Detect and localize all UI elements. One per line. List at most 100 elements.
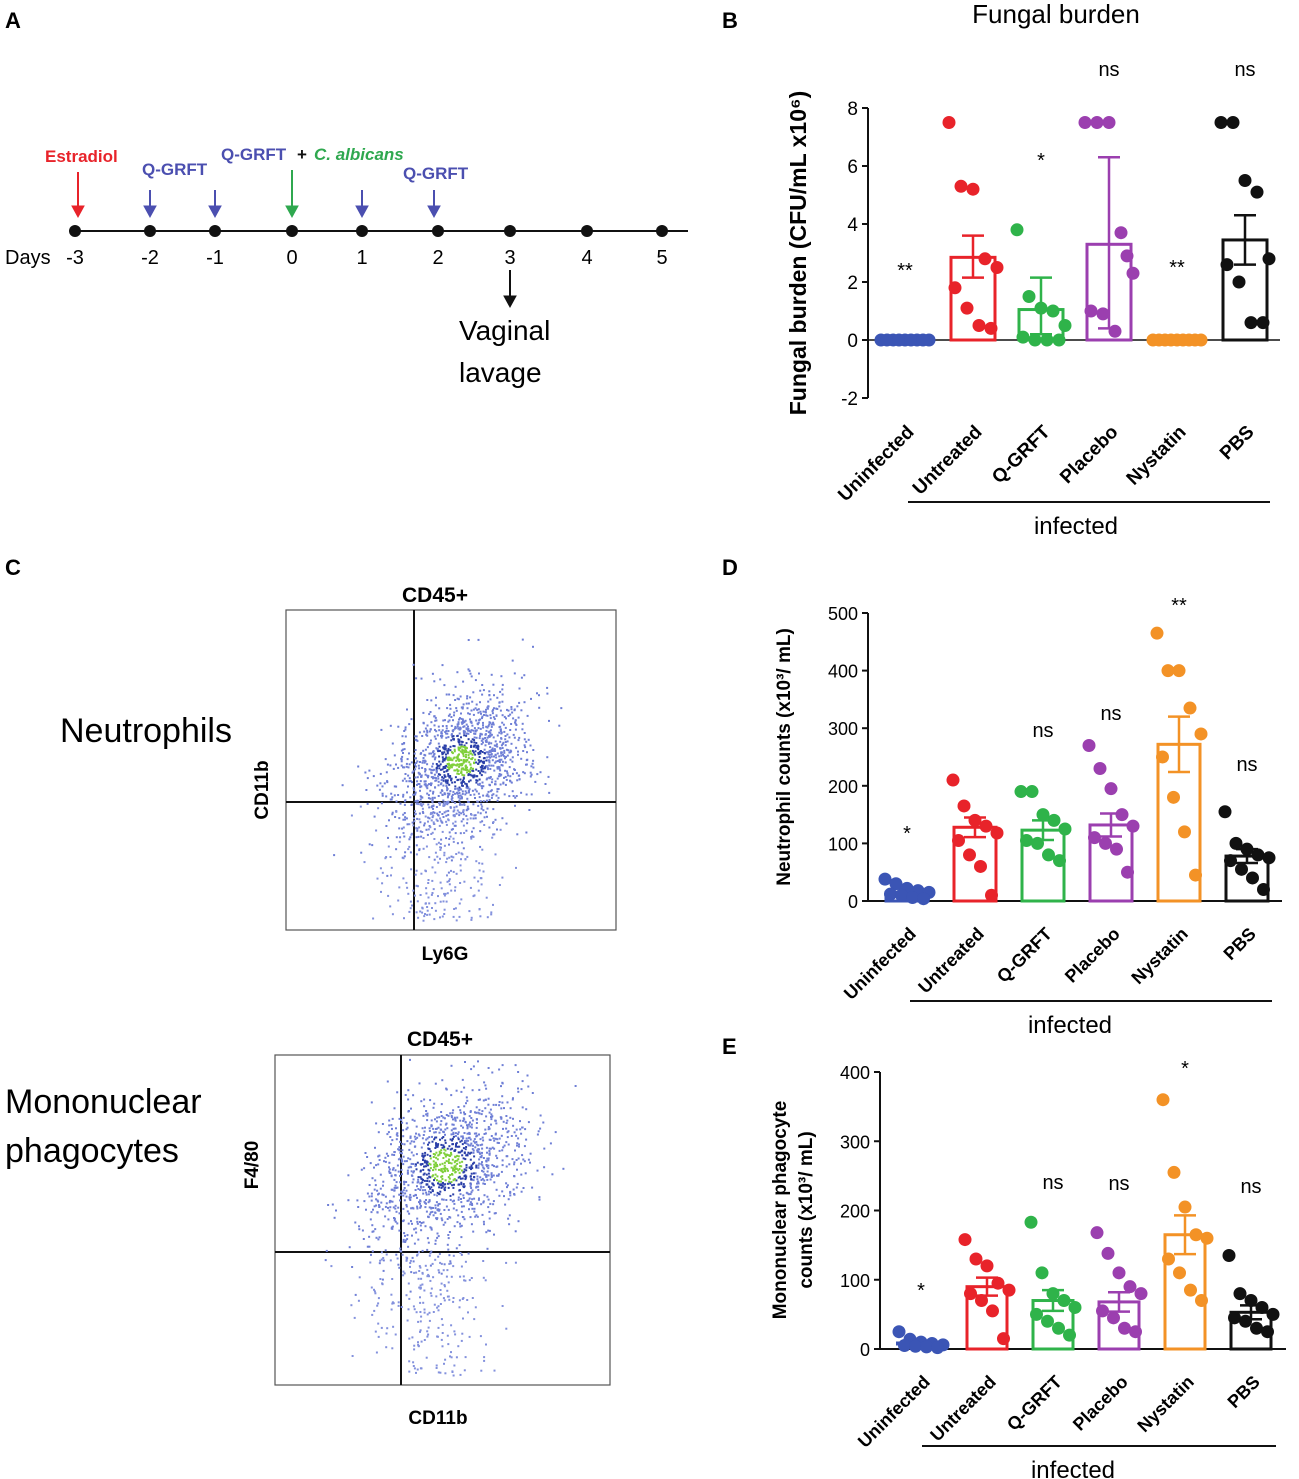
cytometry-event — [485, 1146, 488, 1149]
cytometry-event — [442, 767, 445, 770]
cytometry-event — [511, 659, 514, 662]
cytometry-event — [438, 1168, 440, 1171]
cytometry-event — [408, 1148, 411, 1151]
cytometry-event — [444, 1221, 447, 1224]
cytometry-event — [412, 793, 415, 796]
cytometry-event — [441, 1175, 444, 1178]
cytometry-event — [480, 883, 483, 886]
cytometry-event — [445, 730, 448, 732]
cytometry-event — [450, 795, 453, 798]
cytometry-event — [443, 854, 446, 857]
cytometry-event — [441, 1171, 444, 1174]
cytometry-event — [487, 725, 490, 728]
cytometry-event — [430, 776, 433, 779]
cytometry-event — [459, 802, 462, 805]
cytometry-event — [554, 1131, 557, 1134]
cytometry-event — [448, 1154, 451, 1157]
cytometry-event — [445, 732, 448, 735]
cytometry-event — [391, 1127, 393, 1130]
cytometry-event — [452, 1167, 455, 1170]
neutrophils-plot-title: CD45+ — [402, 584, 468, 607]
cytometry-event — [448, 713, 451, 716]
cytometry-event — [479, 1335, 482, 1338]
cytometry-event — [414, 1227, 417, 1230]
cytometry-event — [461, 745, 464, 748]
cytometry-event — [482, 870, 485, 873]
cytometry-event — [409, 1058, 411, 1061]
cytometry-event — [446, 1334, 449, 1337]
cytometry-event — [437, 1126, 440, 1129]
cytometry-event — [397, 1148, 400, 1151]
cytometry-event — [450, 739, 453, 742]
cytometry-event — [440, 1168, 443, 1171]
cytometry-event — [477, 708, 480, 711]
cytometry-event — [485, 1175, 488, 1178]
data-point — [1102, 116, 1116, 129]
data-point — [1262, 851, 1276, 865]
cytometry-event — [410, 761, 413, 764]
cytometry-event — [512, 1124, 515, 1127]
data-point — [917, 892, 930, 906]
cytometry-event — [483, 1120, 486, 1122]
cytometry-event — [479, 701, 481, 704]
cytometry-event — [476, 1149, 479, 1152]
cytometry-event — [432, 755, 435, 758]
cytometry-event — [471, 724, 474, 727]
cytometry-event — [418, 818, 421, 821]
cytometry-event — [490, 753, 493, 756]
cytometry-event — [503, 749, 506, 752]
cytometry-event — [479, 1176, 482, 1179]
cytometry-event — [402, 1219, 405, 1222]
panel-label-a: A — [5, 8, 21, 33]
cytometry-event — [377, 1193, 379, 1196]
cytometry-event — [450, 1114, 453, 1117]
cytometry-event — [470, 1126, 473, 1129]
cytometry-event — [481, 693, 484, 696]
data-point — [1123, 1280, 1137, 1294]
cytometry-event — [461, 762, 464, 765]
cytometry-event — [466, 707, 469, 710]
cytometry-event — [413, 1271, 416, 1274]
cytometry-event — [491, 712, 494, 715]
cytometry-event — [440, 1143, 443, 1146]
cytometry-event — [479, 727, 482, 730]
cytometry-event — [515, 746, 518, 749]
data-point — [1244, 316, 1258, 330]
timeline-day-label: 3 — [504, 247, 515, 269]
data-point — [1220, 258, 1234, 272]
cytometry-event — [410, 868, 413, 871]
cytometry-event — [509, 749, 512, 752]
cytometry-event — [520, 757, 523, 760]
cytometry-event — [464, 1177, 467, 1179]
cytometry-event — [460, 782, 463, 785]
data-point — [952, 834, 965, 848]
cytometry-event — [428, 1199, 431, 1202]
cytometry-event — [434, 1161, 437, 1164]
cytometry-event — [482, 1170, 485, 1173]
cytometry-event — [484, 711, 487, 714]
cytometry-event — [425, 887, 428, 890]
cytometry-event — [384, 857, 387, 860]
cytometry-event — [354, 1221, 357, 1224]
cytometry-event — [472, 835, 475, 838]
cytometry-event — [430, 1250, 433, 1253]
cytometry-event — [410, 1271, 413, 1274]
cytometry-event — [390, 874, 392, 877]
cytometry-event — [446, 892, 449, 895]
cytometry-event — [389, 724, 392, 727]
cytometry-event — [457, 1345, 460, 1348]
cytometry-event — [504, 735, 507, 737]
cytometry-event — [434, 719, 437, 722]
cytometry-event — [454, 776, 457, 779]
cytometry-event — [427, 896, 430, 899]
cytometry-event — [387, 1154, 390, 1157]
cytometry-event — [408, 1370, 411, 1373]
cytometry-event — [524, 1128, 527, 1131]
cytometry-event — [495, 760, 498, 763]
cytometry-event — [467, 786, 470, 789]
cytometry-event — [465, 727, 468, 730]
mono-plot-frame — [274, 1054, 611, 1386]
cytometry-event — [501, 743, 504, 745]
cytometry-event — [481, 820, 484, 823]
category-label: Untreated — [914, 924, 988, 998]
